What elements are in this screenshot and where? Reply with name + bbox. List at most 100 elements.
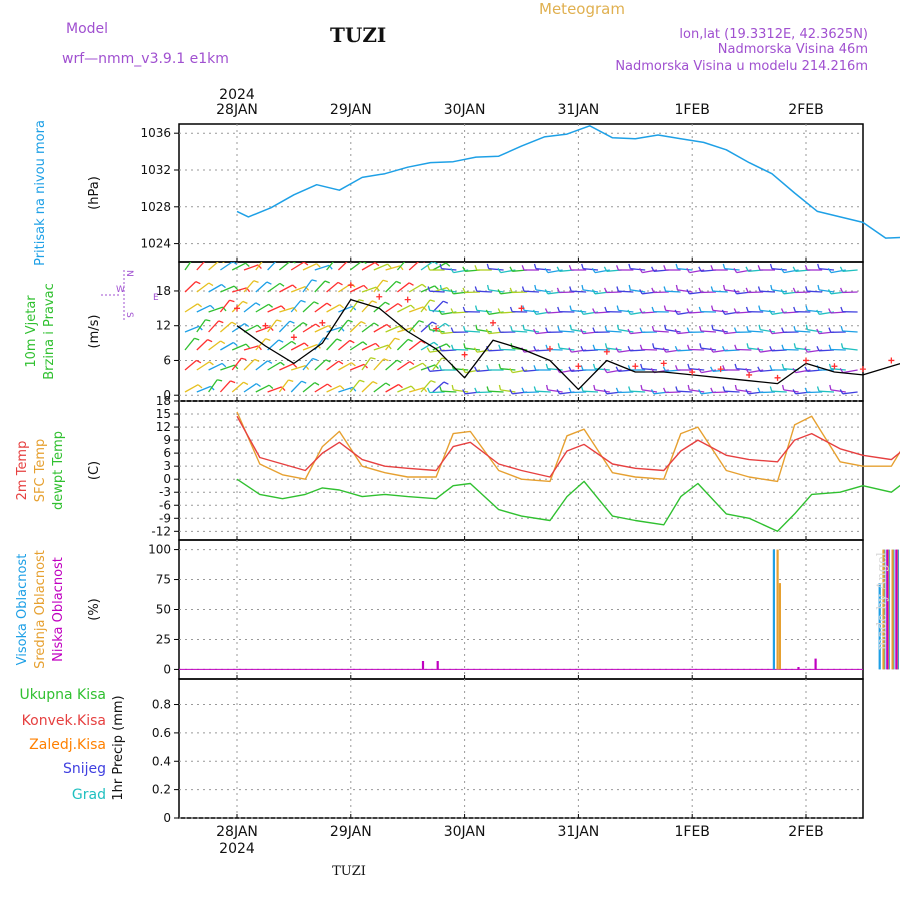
cloud-bar: [815, 659, 817, 670]
wind-barb-flag: [841, 288, 843, 293]
wind-barb-flag: [570, 325, 571, 330]
wind-barb: [185, 258, 194, 270]
cloud-bar: [422, 661, 424, 669]
wind-barb-flag: [724, 285, 725, 290]
wind-barb: [197, 340, 208, 350]
wind-barb: [279, 321, 289, 332]
wind-barb-flag: [337, 339, 342, 341]
wind-barb-flag: [451, 328, 453, 333]
wind-barb: [338, 363, 351, 370]
wind-barb: [397, 362, 409, 370]
wind-barb-flag: [746, 288, 748, 293]
wind-barb: [386, 304, 398, 312]
wind-barb: [362, 343, 376, 350]
wind-barb-flag: [198, 304, 202, 307]
wind-barb: [397, 305, 410, 312]
wind-barb-flag: [557, 288, 559, 293]
cloud-unit-label: (%): [87, 598, 102, 621]
wind-barb-flag: [314, 302, 319, 304]
precip-unit-label: 1hr Precip (mm): [111, 695, 126, 800]
wind-gust-marker: [803, 357, 809, 363]
temperature-unit-label: (C): [87, 461, 102, 480]
wind-barb: [291, 343, 304, 350]
wind-barb-flag: [830, 364, 831, 369]
wind-barb-flag: [546, 364, 547, 369]
wind-barb: [338, 340, 350, 350]
cloud-bar: [773, 550, 775, 670]
wind-barb-flag: [699, 288, 701, 293]
wind-barb-flag: [558, 307, 560, 312]
wind-barb-flag: [806, 306, 807, 311]
bottom-date-label: 2FEB: [788, 824, 823, 840]
wind-gust-marker: [462, 352, 468, 358]
wind-ytick-label: 6: [163, 353, 171, 367]
temperature-panel-label: dewpt Temp: [51, 431, 66, 510]
wind-panel-label: 10m Vjetar: [24, 295, 39, 368]
wind-barb-flag: [794, 307, 796, 312]
wind-barb: [571, 291, 586, 292]
wind-barb: [350, 342, 363, 350]
wind-barb-flag: [546, 328, 548, 333]
wind-barb: [760, 392, 775, 393]
wind-barb-flag: [545, 268, 548, 272]
wind-barb: [220, 381, 230, 392]
wind-barb-flag: [373, 382, 378, 384]
wind-barb-flag: [829, 328, 831, 333]
wind-barb: [185, 385, 198, 392]
wind-barb-flag: [735, 364, 736, 369]
wind-barb-flag: [534, 365, 536, 370]
wind-barb-flag: [428, 265, 430, 270]
wind-barb-flag: [747, 307, 749, 312]
wind-barb-flag: [794, 343, 795, 348]
wind-barb-flag: [257, 325, 261, 328]
wind-barb: [256, 304, 269, 312]
wind-barb-flag: [747, 326, 748, 331]
wind-barb: [327, 361, 339, 370]
wind-barb-flag: [372, 301, 377, 303]
wind-barb-flag: [840, 368, 843, 372]
wind-barb: [725, 391, 740, 392]
bottom-date-label: 31JAN: [558, 824, 600, 840]
cloud-bar: [777, 550, 779, 670]
wind-barb: [362, 382, 373, 392]
wind-barb: [430, 330, 445, 332]
wind-barb-flag: [699, 368, 702, 372]
wind-barb: [618, 392, 633, 393]
wind-barb-flag: [281, 306, 285, 310]
wind-barb-flag: [499, 385, 500, 390]
wind-barb-flag: [336, 258, 341, 260]
wind-barb: [209, 341, 221, 350]
wind-barb: [256, 282, 267, 292]
wind-barb-flag: [209, 362, 213, 365]
wind-barb-flag: [209, 283, 213, 286]
pressure-ytick-label: 1032: [140, 163, 171, 177]
wind-barb-flag: [653, 343, 654, 348]
wind-barb: [430, 291, 445, 292]
wind-barb-flag: [207, 259, 212, 261]
precip-legend-label: Grad: [72, 787, 106, 803]
wind-barb-flag: [244, 382, 248, 384]
temperature-panel-label: SFC Temp: [33, 439, 48, 503]
wind-barb-flag: [210, 305, 214, 308]
wind-barb-flag: [317, 264, 321, 267]
wind-barb-flag: [303, 323, 307, 325]
wind-barb-flag: [581, 365, 583, 370]
wind-barb-flag: [241, 358, 246, 359]
wind-barb: [374, 264, 388, 270]
wind-barb-flag: [604, 368, 607, 372]
wind-barb-flag: [431, 381, 436, 383]
wind-barb-flag: [428, 306, 429, 311]
wind-barb-flag: [429, 325, 430, 330]
wind-barb-flag: [411, 305, 415, 308]
wind-barb-flag: [593, 328, 595, 333]
wind-barb: [185, 360, 197, 370]
wind-barb-flag: [340, 386, 344, 389]
wind-barb-flag: [487, 387, 489, 392]
wind-barb-flag: [522, 265, 524, 270]
wind-barb-flag: [547, 385, 548, 390]
wind-barb: [689, 350, 704, 351]
wind-barb-flag: [712, 306, 713, 311]
wind-barb: [595, 350, 610, 351]
bottom-date-label: 1FEB: [674, 824, 709, 840]
wind-barb-flag: [409, 283, 413, 286]
